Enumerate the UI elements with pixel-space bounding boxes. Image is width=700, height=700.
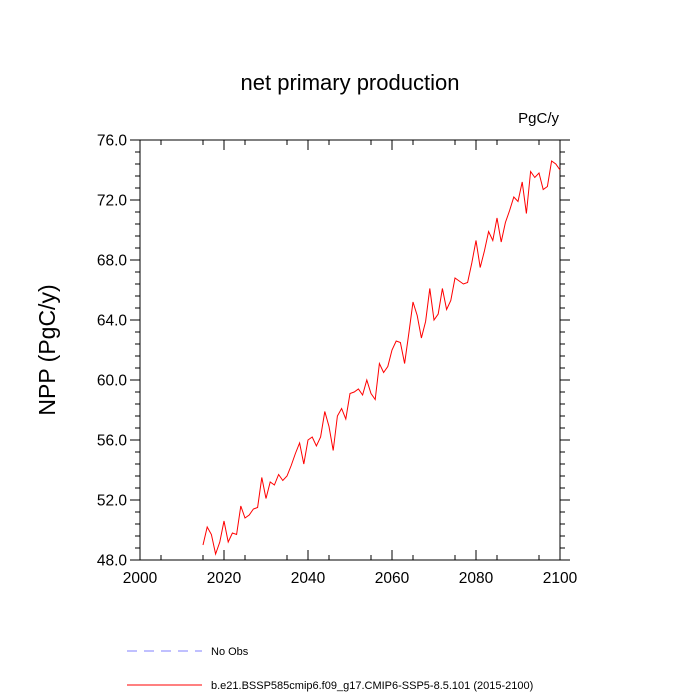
x-tick-label: 2000 xyxy=(123,570,158,587)
y-tick-label: 76.0 xyxy=(97,133,128,150)
x-tick-label: 2100 xyxy=(543,570,578,587)
legend-model-label: b.e21.BSSP585cmip6.f09_g17.CMIP6-SSP5-8.… xyxy=(211,680,533,692)
x-tick-label: 2040 xyxy=(291,570,326,587)
plot-frame xyxy=(139,139,561,561)
y-tick-label: 52.0 xyxy=(97,493,128,510)
y-tick-label: 48.0 xyxy=(97,553,128,570)
x-tick-label: 2020 xyxy=(207,570,242,587)
legend: No Obs b.e21.BSSP585cmip6.f09_g17.CMIP6-… xyxy=(127,646,533,692)
y-tick-label: 60.0 xyxy=(97,373,128,390)
legend-no-obs-label: No Obs xyxy=(211,646,249,658)
axis-ticks xyxy=(130,139,570,561)
y-tick-label: 72.0 xyxy=(97,193,128,210)
chart-title: net primary production xyxy=(241,70,460,95)
x-tick-label: 2060 xyxy=(375,570,410,587)
y-axis-title: NPP (PgC/y) xyxy=(34,284,60,415)
y-tick-label: 68.0 xyxy=(97,253,128,270)
x-tick-label: 2080 xyxy=(459,570,494,587)
units-label: PgC/y xyxy=(518,110,559,127)
y-tick-label: 64.0 xyxy=(97,313,128,330)
axis-tick-labels: 48.0 52.0 56.0 60.0 64.0 68.0 72.0 76.0 2000 2020… xyxy=(97,133,578,588)
npp-series-line xyxy=(202,160,561,556)
y-tick-label: 56.0 xyxy=(97,433,128,450)
